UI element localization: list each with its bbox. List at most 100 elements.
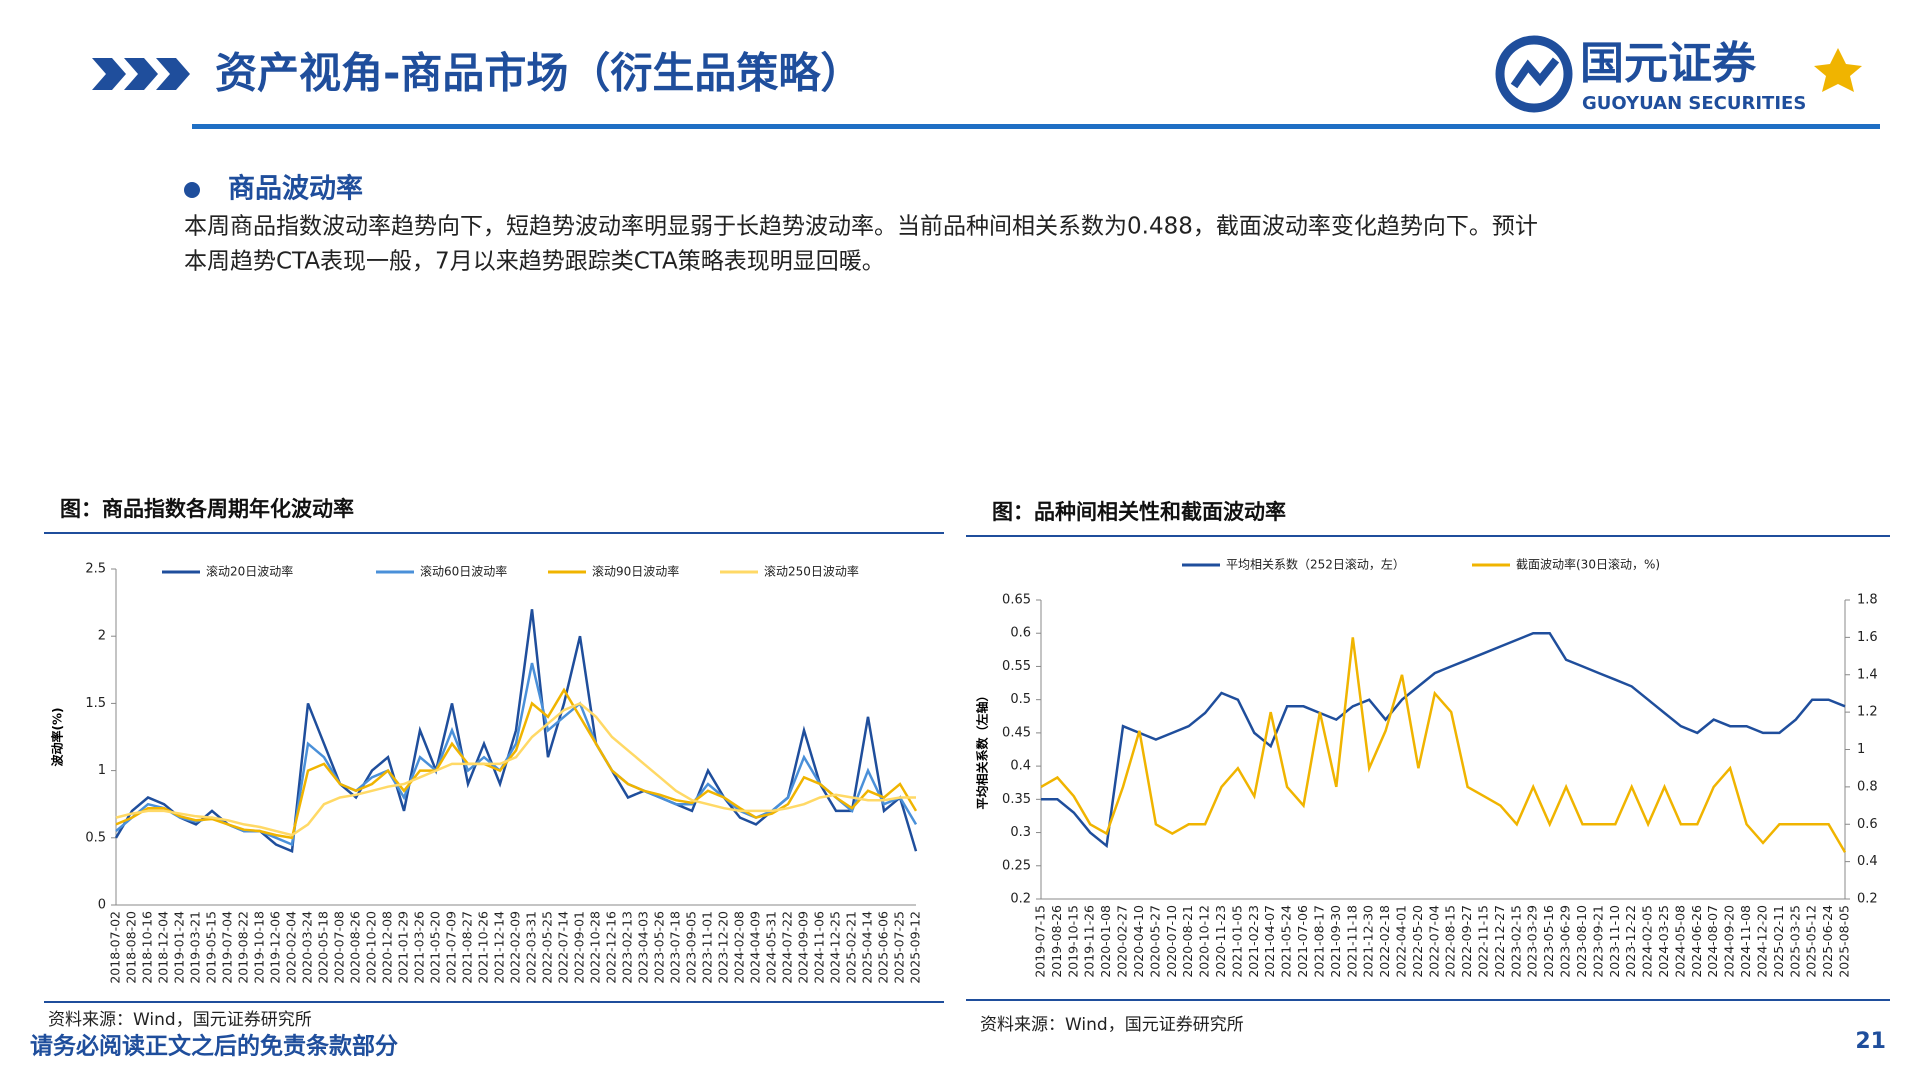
x-tick-label: 2020-07-08 <box>332 911 347 984</box>
y2-tick-label: 1 <box>1857 742 1865 757</box>
x-tick-label: 2023-04-03 <box>636 911 651 984</box>
x-tick-label: 2020-01-08 <box>1098 905 1113 978</box>
x-tick-label: 2023-07-18 <box>668 911 683 984</box>
x-tick-label: 2024-11-06 <box>812 911 827 984</box>
page-number: 21 <box>1855 1029 1886 1054</box>
y-axis-label: 平均相关系数（左轴） <box>975 689 990 809</box>
x-tick-label: 2018-12-04 <box>156 911 171 984</box>
x-tick-label: 2024-04-09 <box>748 911 763 984</box>
x-tick-label: 2022-09-27 <box>1459 905 1474 978</box>
series-line <box>114 609 918 854</box>
x-tick-label: 2021-05-24 <box>1279 905 1294 978</box>
x-tick-label: 2019-08-26 <box>1049 905 1064 978</box>
x-tick-label: 2025-06-06 <box>876 911 891 984</box>
x-tick-label: 2023-12-20 <box>716 911 731 984</box>
x-tick-label: 2025-08-05 <box>1837 905 1852 978</box>
x-tick-label: 2024-09-09 <box>796 911 811 984</box>
x-tick-label: 2019-10-15 <box>1065 905 1080 978</box>
series-line <box>1041 631 1846 849</box>
legend-label: 截面波动率(30日滚动，%) <box>1516 557 1660 572</box>
x-tick-label: 2021-05-20 <box>428 911 443 984</box>
y2-tick-label: 0.4 <box>1857 854 1878 869</box>
x-tick-label: 2022-12-27 <box>1492 905 1507 978</box>
x-tick-label: 2020-11-23 <box>1213 905 1228 978</box>
y-tick-label: 2.5 <box>85 562 106 577</box>
x-tick-label: 2023-06-29 <box>1558 905 1573 978</box>
x-tick-label: 2020-02-27 <box>1115 905 1130 978</box>
x-tick-label: 2022-05-20 <box>1410 905 1425 978</box>
y2-tick-label: 0.2 <box>1857 892 1878 907</box>
x-tick-label: 2023-08-10 <box>1574 905 1589 978</box>
y-tick-label: 1 <box>98 763 106 778</box>
y-tick-label: 2 <box>98 629 106 644</box>
x-tick-label: 2018-08-20 <box>124 911 139 984</box>
x-tick-label: 2025-07-25 <box>892 911 907 984</box>
chart-title: 图：品种间相关性和截面波动率 <box>992 500 1286 524</box>
source: 资料来源：Wind，国元证券研究所 <box>980 1015 1244 1035</box>
x-tick-label: 2021-01-05 <box>1229 905 1244 978</box>
x-tick-label: 2019-10-18 <box>252 911 267 984</box>
y2-tick-label: 1.4 <box>1857 667 1878 682</box>
y-tick-label: 0.6 <box>1010 626 1031 641</box>
chevrons <box>92 58 190 90</box>
y-tick-label: 1.5 <box>85 696 106 711</box>
y-tick-label: 0.65 <box>1002 593 1031 608</box>
x-tick-label: 2019-11-26 <box>1082 905 1097 978</box>
x-tick-label: 2021-12-30 <box>1361 905 1376 978</box>
x-tick-label: 2022-02-18 <box>1377 905 1392 978</box>
x-tick-label: 2025-09-12 <box>908 911 923 984</box>
x-tick-label: 2022-04-01 <box>1393 905 1408 978</box>
x-tick-label: 2020-08-26 <box>348 911 363 984</box>
x-tick-label: 2024-02-05 <box>1640 905 1655 978</box>
series-line <box>115 687 918 840</box>
logo-name: 国元证券 <box>1580 38 1757 89</box>
x-tick-label: 2021-08-27 <box>460 911 475 984</box>
x-tick-label: 2025-04-14 <box>860 911 875 984</box>
logo: 国元证券 GUOYUAN SECURITIES <box>1495 35 1862 114</box>
y-tick-label: 0.55 <box>1002 659 1031 674</box>
x-tick-label: 2021-03-26 <box>412 911 427 984</box>
legend-label: 滚动20日波动率 <box>206 564 293 579</box>
x-tick-label: 2018-10-16 <box>140 911 155 984</box>
x-tick-label: 2022-09-01 <box>572 911 587 984</box>
x-tick-label: 2024-05-31 <box>764 911 779 984</box>
x-tick-label: 2021-02-23 <box>1246 905 1261 978</box>
x-tick-label: 2023-09-21 <box>1590 905 1605 978</box>
x-tick-label: 2023-05-16 <box>1541 905 1556 978</box>
x-tick-label: 2024-03-25 <box>1656 905 1671 978</box>
series-line <box>115 701 916 837</box>
legend-label: 滚动250日波动率 <box>764 564 859 579</box>
x-tick-label: 2019-05-15 <box>204 911 219 984</box>
y-tick-label: 0.4 <box>1010 759 1031 774</box>
section-heading: 商品波动率 <box>228 173 363 205</box>
x-tick-label: 2019-07-15 <box>1033 905 1048 978</box>
y2-tick-label: 0.8 <box>1857 779 1878 794</box>
x-tick-label: 2019-12-06 <box>268 911 283 984</box>
y-tick-label: 0 <box>98 898 106 913</box>
x-tick-label: 2023-11-10 <box>1607 905 1622 978</box>
y-tick-label: 0.25 <box>1002 858 1031 873</box>
x-tick-label: 2021-07-09 <box>444 911 459 984</box>
paragraph-line: 本周趋势CTA表现一般，7月以来趋势跟踪类CTA策略表现明显回暖。 <box>184 249 885 275</box>
x-tick-label: 2020-04-10 <box>1131 905 1146 978</box>
x-tick-label: 2025-03-25 <box>1787 905 1802 978</box>
x-tick-label: 2025-02-11 <box>1771 905 1786 978</box>
y-tick-label: 0.5 <box>85 830 106 845</box>
x-tick-label: 2021-10-26 <box>476 911 491 984</box>
x-tick-label: 2024-08-07 <box>1705 905 1720 978</box>
x-tick-label: 2021-07-06 <box>1295 905 1310 978</box>
x-tick-label: 2020-05-27 <box>1147 905 1162 978</box>
x-tick-label: 2019-07-04 <box>220 911 235 984</box>
x-tick-label: 2019-03-21 <box>188 911 203 984</box>
x-tick-label: 2022-11-15 <box>1476 905 1491 978</box>
header-rule <box>192 124 1880 129</box>
x-tick-label: 2020-02-04 <box>284 911 299 984</box>
legend-label: 滚动90日波动率 <box>592 564 679 579</box>
series-line <box>115 662 918 847</box>
x-tick-label: 2021-09-30 <box>1328 905 1343 978</box>
x-tick-label: 2024-11-08 <box>1738 905 1753 978</box>
x-tick-label: 2022-05-25 <box>540 911 555 984</box>
x-tick-label: 2024-07-22 <box>780 911 795 984</box>
